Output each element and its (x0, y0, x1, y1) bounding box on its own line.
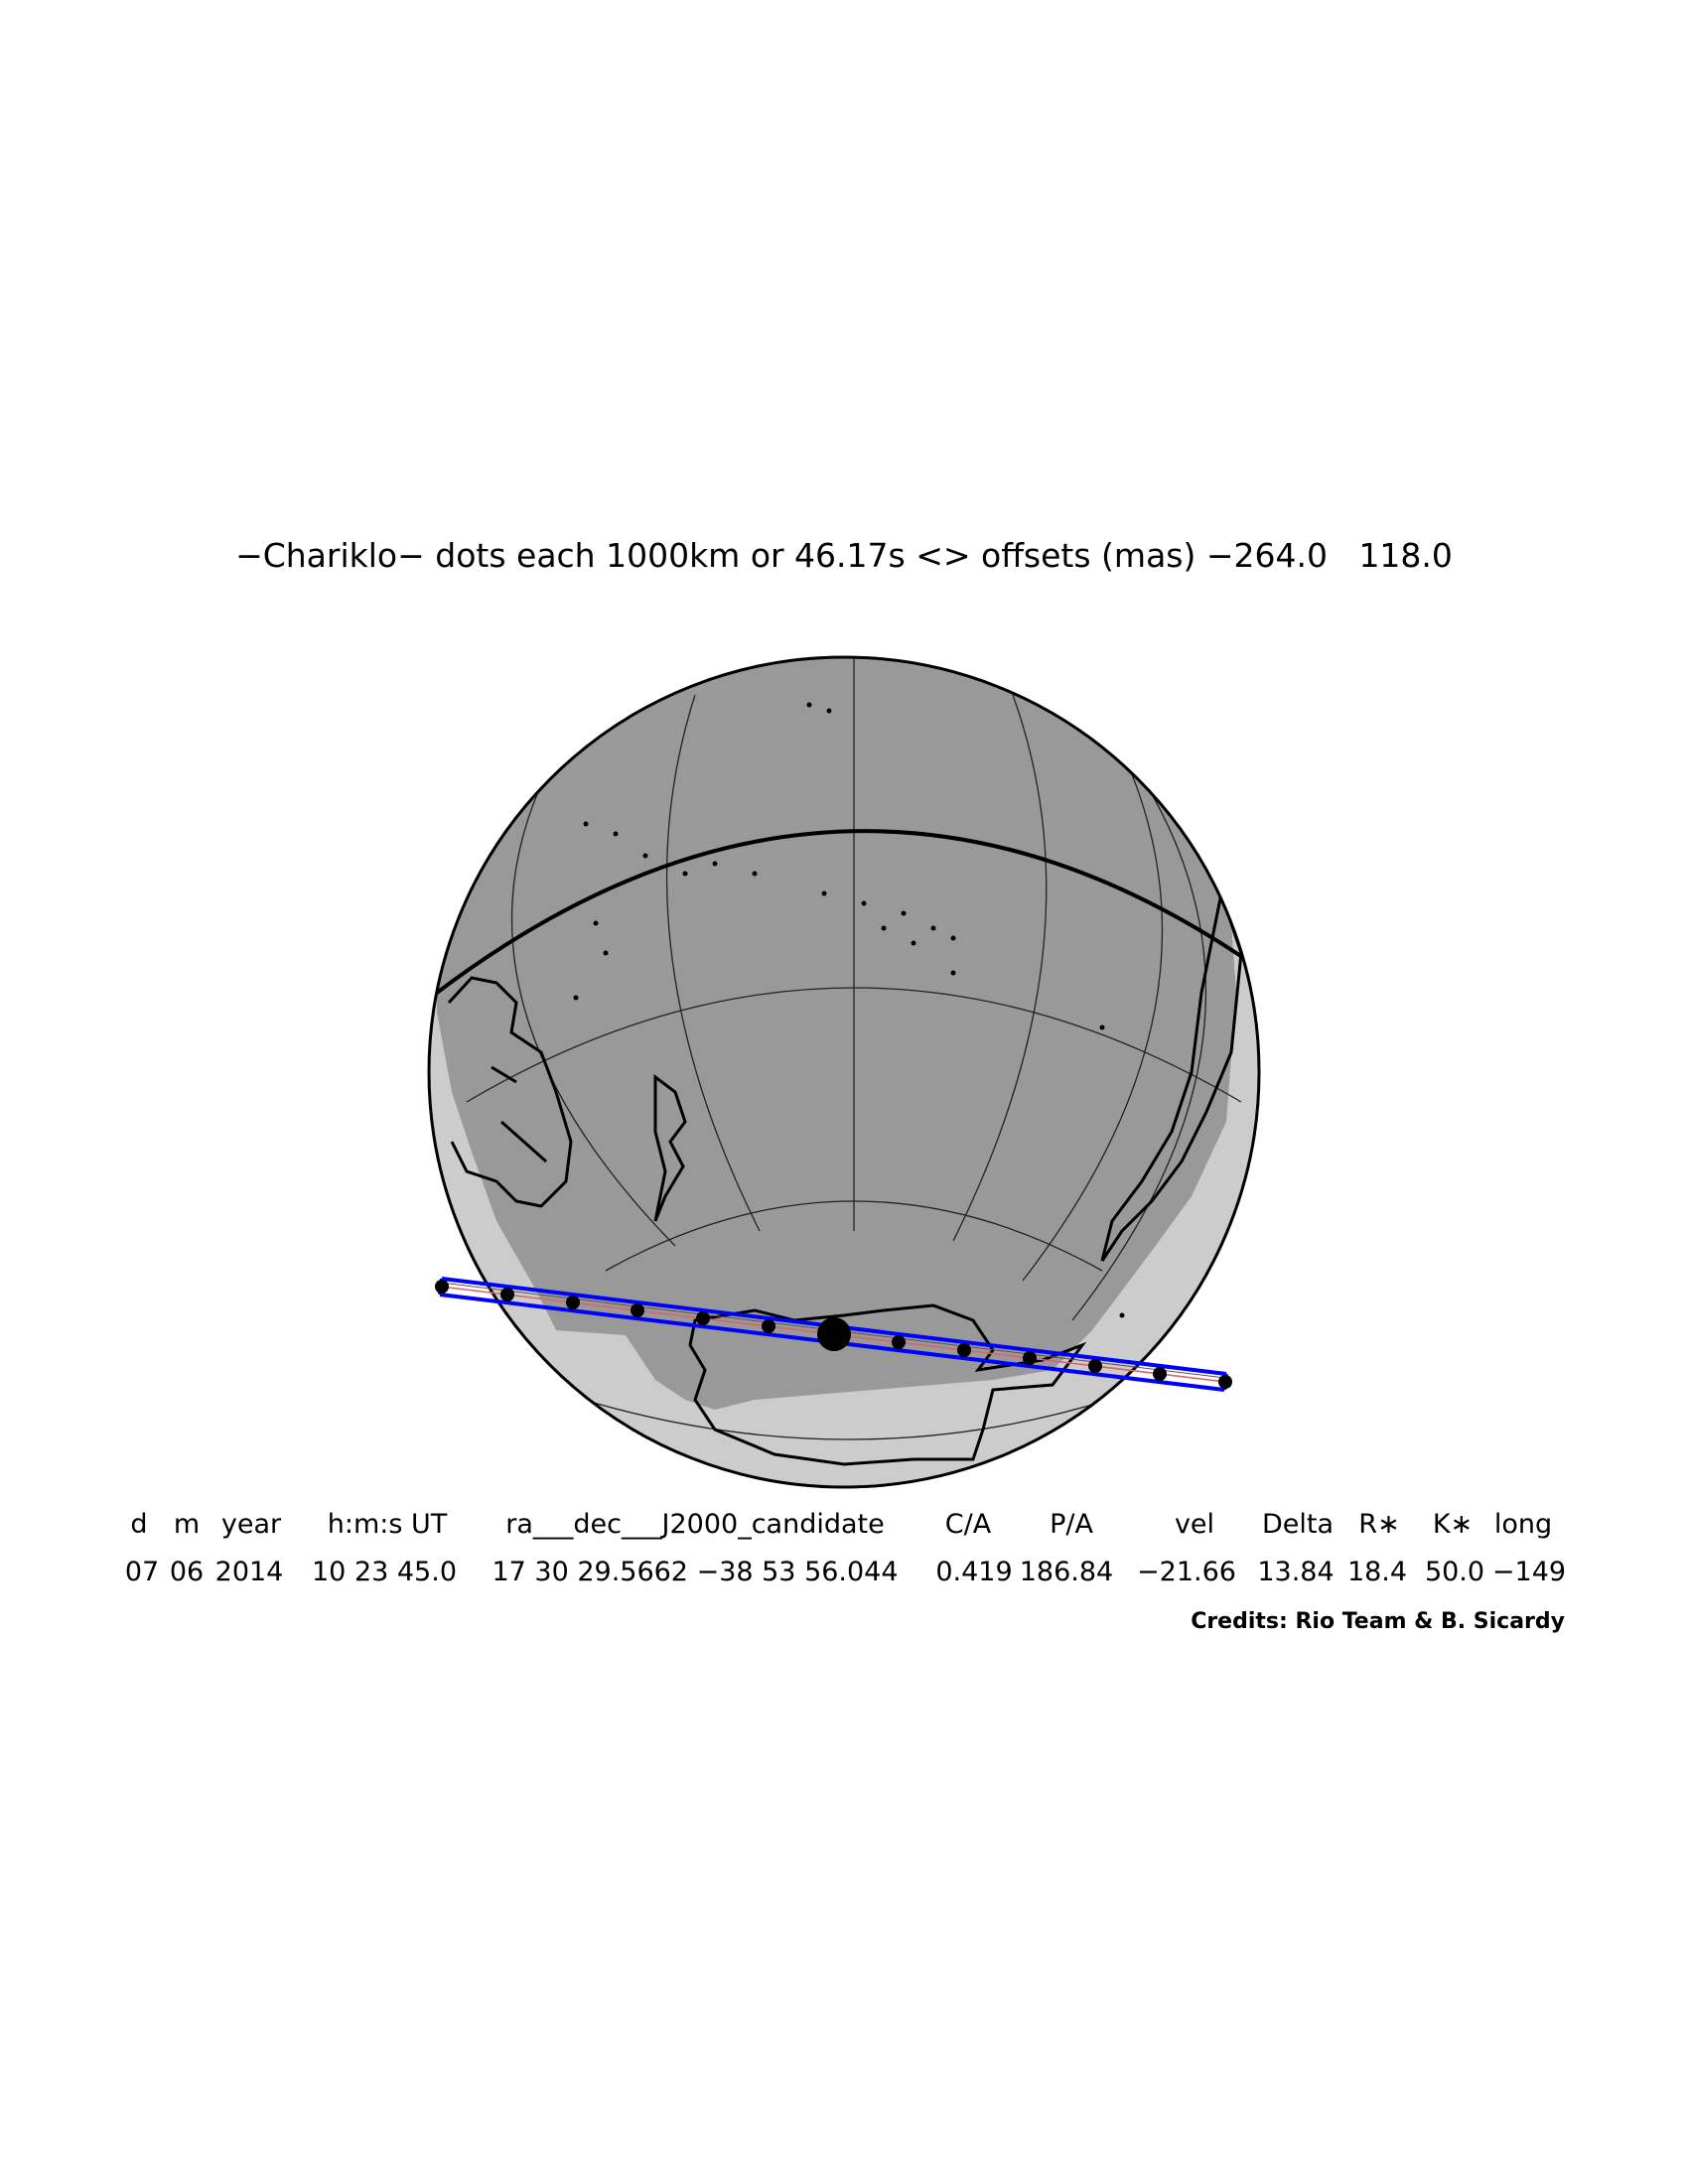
value-delta: 13.84 (1257, 1557, 1335, 1587)
header-vel: vel (1174, 1509, 1215, 1540)
path-dot (1218, 1375, 1232, 1389)
header-rstar: R∗ (1358, 1509, 1400, 1540)
map-title: −Chariklo− dots each 1000km or 46.17s <>… (235, 536, 1453, 575)
header-ca: C/A (944, 1509, 992, 1540)
table-value-row: 07 06 2014 10 23 45.0 17 30 29.5662 −38 … (0, 1557, 1688, 1590)
path-dot (892, 1335, 906, 1349)
value-year: 2014 (214, 1557, 284, 1587)
value-vel: −21.66 (1137, 1557, 1236, 1587)
islands (573, 702, 1125, 1318)
path-dot (500, 1288, 514, 1301)
value-time: 10 23 45.0 (312, 1557, 457, 1587)
night-shade (437, 657, 1236, 1410)
globe-outline (427, 655, 1261, 1489)
header-radec: ra___dec___J2000_candidate (505, 1509, 885, 1540)
header-pa: P/A (1050, 1509, 1093, 1540)
value-pa: 186.84 (1019, 1557, 1114, 1587)
path-dot (435, 1280, 449, 1294)
coastlines (447, 693, 1243, 1466)
path-dot (566, 1296, 580, 1309)
header-time: h:m:s UT (327, 1509, 448, 1540)
path-dot (957, 1343, 971, 1357)
path-dot (1023, 1351, 1037, 1365)
path-dot (762, 1319, 775, 1333)
path-dots (435, 1280, 1232, 1389)
value-radec: 17 30 29.5662 −38 53 56.044 (492, 1557, 899, 1587)
value-d: 07 (124, 1557, 160, 1587)
closest-approach-dot (817, 1317, 851, 1351)
header-delta: Delta (1261, 1509, 1335, 1540)
value-m: 06 (169, 1557, 205, 1587)
header-kstar: K∗ (1432, 1509, 1474, 1540)
header-year: year (220, 1509, 282, 1540)
credits-text: Credits: Rio Team & B. Sicardy (1191, 1609, 1565, 1634)
equator-line (435, 829, 1253, 995)
path-dot (696, 1311, 710, 1325)
header-long: long (1493, 1509, 1553, 1540)
value-rstar: 18.4 (1346, 1557, 1408, 1587)
header-d: d (130, 1509, 148, 1540)
value-long: −149 (1491, 1557, 1567, 1587)
table-header-row: d m year h:m:s UT ra___dec___J2000_candi… (0, 1509, 1688, 1543)
value-ca: 0.419 (935, 1557, 1013, 1587)
header-m: m (173, 1509, 201, 1540)
path-dot (631, 1303, 644, 1317)
path-dot (1153, 1367, 1167, 1381)
path-dot (1088, 1359, 1102, 1373)
value-kstar: 50.0 (1424, 1557, 1485, 1587)
